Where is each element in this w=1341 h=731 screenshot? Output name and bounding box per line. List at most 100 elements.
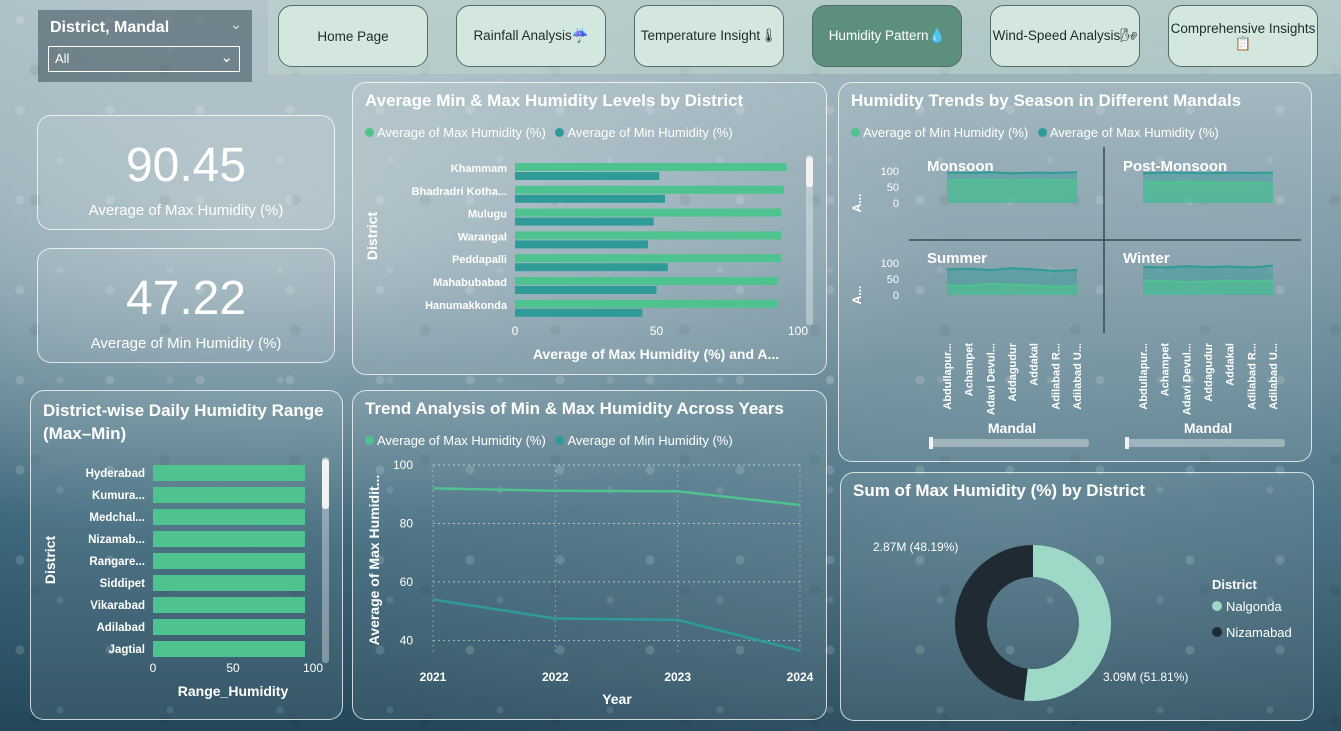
x-axis-title: Range_Humidity [178, 683, 289, 699]
mandal-tick-label: Addakal [1225, 343, 1237, 386]
y-tick-label: 60 [400, 575, 414, 589]
horizontal-scrollbar-track [929, 439, 1089, 447]
x-tick-label: 2021 [420, 670, 447, 684]
nav-home-button[interactable]: Home Page [278, 5, 428, 67]
range-bar [153, 619, 305, 635]
chevron-down-icon[interactable]: ⌄ [230, 16, 242, 32]
y-tick-label: 100 [393, 458, 413, 472]
mandal-tick-label: Adilabad U... [1072, 343, 1084, 410]
nav-bar: Home Page Rainfall Analysis☔ Temperature… [268, 0, 1341, 74]
legend-swatch [1212, 627, 1222, 637]
district-donut-chart: 3.09M (51.81%) 2.87M (48.19%) District Nalg… [873, 540, 1292, 701]
mandal-tick-label: Adilabad U... [1268, 343, 1280, 410]
district-tick-label: Hanumakkonda [425, 300, 508, 312]
y-tick-label: 50 [887, 274, 899, 286]
season-label: Winter [1123, 250, 1170, 267]
y-tick-label: 50 [887, 182, 899, 194]
max-humidity-bar [515, 254, 782, 263]
max-humidity-line [1142, 171, 1274, 175]
trend-panel-title: Trend Analysis of Min & Max Humidity Acr… [365, 399, 784, 418]
district-tick-label: Hyderabad [86, 468, 145, 480]
legend-max-label: Average of Max Humidity (%) [1049, 125, 1219, 140]
y-axis-title: District [42, 536, 58, 585]
legend-min-swatch [555, 436, 565, 445]
range-bar [153, 509, 305, 525]
x-axis-title: Average of Max Humidity (%) and A... [533, 346, 779, 362]
minmax-bar-chart: Khammam Bhadradri Kotha... Mulugu Warangal P… [364, 155, 813, 362]
nav-rainfall-button[interactable]: Rainfall Analysis☔ [456, 5, 606, 67]
min-humidity-line [1142, 180, 1274, 185]
min-humidity-area [947, 179, 1077, 203]
mandal-tick-label: Achampet [1160, 343, 1172, 397]
x-tick-label: 2023 [664, 670, 691, 684]
legend-min-swatch [555, 128, 565, 137]
legend-max-swatch [1037, 128, 1047, 137]
horizontal-scrollbar-track [1125, 439, 1285, 447]
legend-min-swatch [851, 128, 860, 137]
y-axis-title: A... [850, 194, 864, 213]
data-label: 2.87M (48.19%) [873, 540, 958, 554]
district-mandal-slicer: District, Mandal ⌄ All ⌄ [38, 10, 252, 82]
kpi-min-label: Average of Min Humidity (%) [90, 335, 282, 352]
nav-comprehensive-button[interactable]: Comprehensive Insights 📋 [1168, 5, 1318, 67]
legend-max-swatch [365, 436, 374, 445]
legend-max-swatch [365, 128, 374, 137]
district-tick-label: Kumura... [92, 490, 145, 502]
horizontal-scrollbar-thumb [1125, 437, 1129, 449]
max-humidity-line [946, 171, 1078, 175]
trend-line-chart: 40 60 80 100 2021 2022 2023 2024 Average of Max … [366, 458, 814, 707]
mandal-tick-label: Adavi Devul... [985, 343, 997, 415]
y-tick-label: 100 [881, 258, 899, 270]
seasonal-small-multiples-chart: Monsoon 0 50 100 A... Post-Monsoon Summer 0 50 10… [850, 147, 1301, 449]
district-tick-label: Mulugu [468, 209, 507, 221]
slicer-dropdown[interactable]: All ⌄ [48, 46, 240, 72]
y-tick-label: 0 [893, 290, 899, 302]
y-axis-title: District [364, 212, 380, 261]
min-humidity-bar [515, 308, 643, 317]
min-humidity-line [946, 282, 1078, 288]
min-humidity-bar [515, 217, 654, 226]
donut-slice-nalgonda [1023, 545, 1111, 701]
min-humidity-area [1143, 181, 1273, 203]
max-humidity-line [432, 487, 801, 507]
max-humidity-bar [515, 231, 782, 240]
min-humidity-bar [515, 194, 665, 203]
min-humidity-bar [515, 240, 649, 249]
scrollbar-thumb [322, 459, 329, 509]
data-label: 3.09M (51.81%) [1103, 670, 1188, 684]
mandal-tick-label: Addakal [1029, 343, 1041, 386]
trend-analysis-panel: Trend Analysis of Min & Max Humidity Acr… [352, 390, 827, 720]
district-tick-label: Peddapalli [452, 254, 507, 266]
min-humidity-bar [515, 286, 657, 294]
dropdown-arrow-icon: ⌄ [220, 49, 233, 66]
minmax-humidity-panel: Average Min & Max Humidity Levels by Dis… [352, 82, 827, 375]
min-humidity-line [432, 598, 801, 652]
district-tick-label: Siddipet [100, 578, 146, 590]
x-tick-label: 2024 [787, 670, 814, 684]
x-axis-title: Mandal [988, 420, 1036, 436]
donut-panel: Sum of Max Humidity (%) by District 3.09… [840, 472, 1314, 721]
legend-max-label: Average of Max Humidity (%) [377, 433, 546, 448]
seasonal-panel-title: Humidity Trends by Season in Different M… [851, 91, 1242, 110]
min-humidity-area [1143, 280, 1273, 295]
legend-min-label: Average of Min Humidity (%) [863, 125, 1029, 140]
season-label: Monsoon [927, 158, 994, 175]
nav-wind-button[interactable]: Wind-Speed Analysis🌬 [990, 5, 1140, 67]
nav-humidity-button[interactable]: Humidity Pattern💧 [812, 5, 962, 67]
x-tick-label: 100 [303, 661, 323, 675]
range-bar [153, 641, 305, 657]
range-title-line1: District-wise Daily Humidity Range [43, 401, 324, 420]
mandal-tick-label: Adavi Devul... [1181, 343, 1193, 415]
range-bar [153, 487, 305, 503]
x-tick-label: 100 [788, 324, 808, 338]
slicer-value: All [55, 51, 70, 66]
horizontal-scrollbar-thumb [929, 437, 933, 449]
district-tick-label: Jagtial [109, 644, 145, 656]
y-tick-label: 100 [881, 166, 899, 178]
nav-temperature-button[interactable]: Temperature Insight🌡 [634, 5, 784, 67]
range-bar [153, 553, 305, 569]
min-humidity-line [946, 178, 1078, 182]
x-tick-label: 50 [226, 661, 240, 675]
max-humidity-bar [515, 208, 782, 217]
season-label: Summer [927, 250, 987, 267]
